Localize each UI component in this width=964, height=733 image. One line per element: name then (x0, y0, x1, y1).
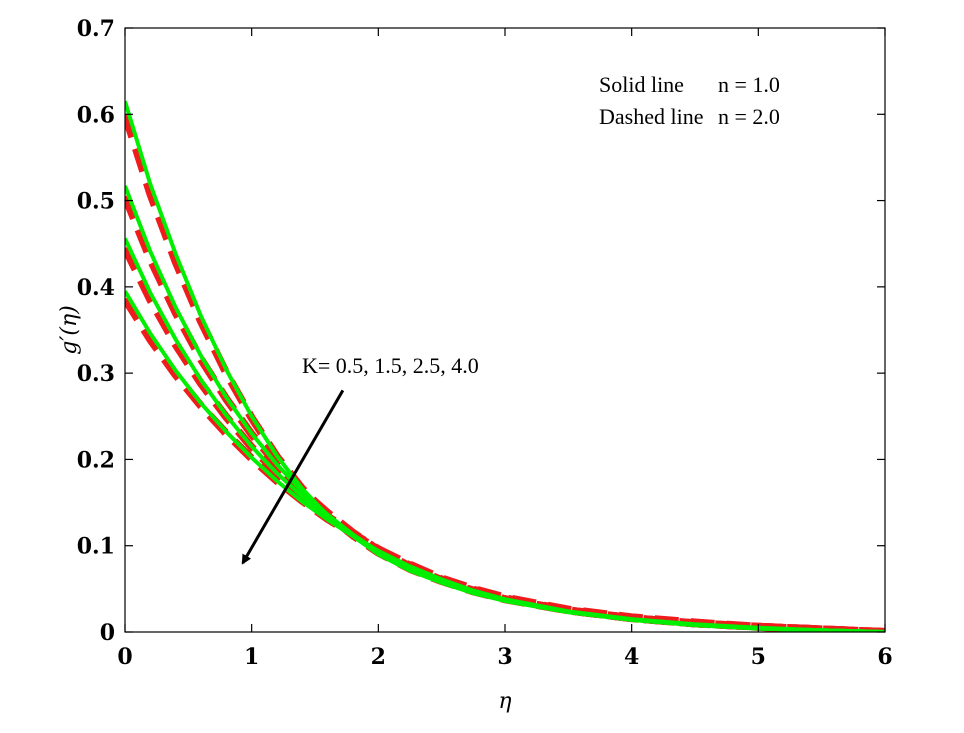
y-tick-label: 0.3 (77, 361, 115, 387)
x-tick-label: 5 (751, 644, 766, 670)
x-tick-label: 1 (244, 644, 259, 670)
legend-solid-label: Solid line (599, 72, 684, 97)
tick-labels-layer: 0 1 2 3 4 5 6 0 0.1 0.2 0.3 0.4 0.5 0.6 0.7 (77, 16, 893, 670)
y-tick-label: 0 (100, 620, 115, 646)
legend-solid-value: n = 1.0 (718, 72, 780, 97)
legend-dashed-label: Dashed line (599, 104, 703, 129)
annotation-label: K= 0.5, 1.5, 2.5, 4.0 (302, 353, 479, 378)
y-tick-label: 0.6 (77, 102, 115, 128)
series-line-solid-k-4-0 (125, 290, 885, 632)
x-axis-label: η (498, 689, 511, 714)
x-tick-label: 0 (117, 644, 132, 670)
annotation-arrow (241, 389, 345, 565)
x-tick-label: 4 (624, 644, 639, 670)
y-tick-label: 0.5 (77, 189, 115, 215)
y-tick-label: 0.4 (77, 275, 115, 301)
plot-frame (124, 27, 886, 633)
y-tick-label: 0.1 (77, 534, 115, 560)
legend-dashed-value: n = 2.0 (718, 104, 780, 129)
y-axis-label: g′(η) (57, 305, 82, 354)
plot-area (125, 28, 885, 632)
x-tick-label: 3 (497, 644, 512, 670)
x-tick-label: 6 (877, 644, 892, 670)
y-tick-label: 0.7 (77, 16, 115, 42)
legend-box: Solid line n = 1.0 Dashed line n = 2.0 (599, 72, 780, 129)
y-tick-label: 0.2 (77, 447, 115, 473)
x-tick-label: 2 (371, 644, 386, 670)
series-layer (125, 100, 885, 632)
